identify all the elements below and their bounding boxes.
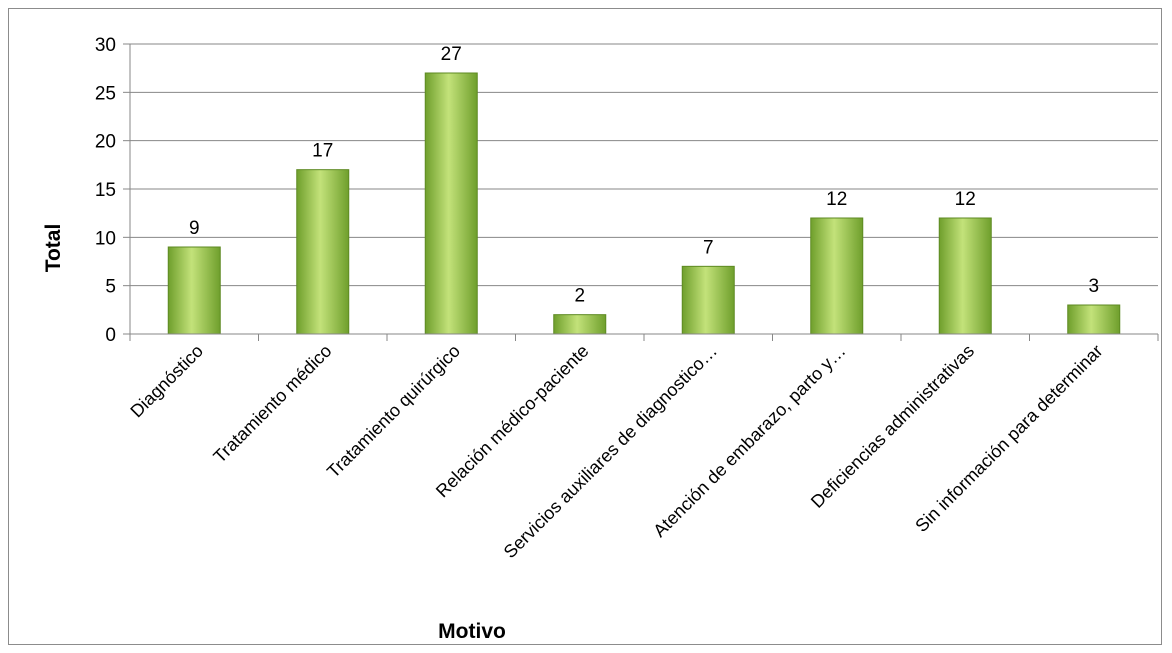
- x-tick-label: Diagnóstico: [126, 341, 207, 422]
- y-tick-labels: 0 5 10 15 20 25 30: [95, 35, 116, 346]
- x-tick-label: Relación médico-paciente: [432, 341, 593, 502]
- x-tick-labels: Diagnóstico Tratamiento médicoTratamiento…: [126, 341, 1106, 562]
- y-tick-label: 15: [95, 180, 116, 201]
- bar-2: [424, 72, 478, 335]
- bar-1: [296, 169, 350, 335]
- data-label: 17: [312, 141, 333, 162]
- y-tick-label: 30: [95, 35, 116, 56]
- data-label: 12: [826, 189, 847, 210]
- bar-7: [1067, 304, 1121, 335]
- bars: [167, 72, 1121, 335]
- data-label: 2: [574, 286, 585, 307]
- data-label: 3: [1088, 276, 1099, 297]
- data-label: 7: [703, 237, 714, 258]
- x-axis-title: Motivo: [438, 620, 506, 643]
- bar-0: [167, 246, 221, 335]
- bar-5: [810, 217, 864, 335]
- x-tick-label: Tratamiento quirúrgico: [323, 341, 464, 482]
- x-tick-label: Tratamiento médico: [209, 341, 335, 467]
- axes: [123, 43, 1159, 341]
- bar-6: [938, 217, 992, 335]
- data-label: 27: [441, 44, 462, 65]
- y-tick-label: 20: [95, 132, 116, 153]
- bar-3: [553, 314, 607, 335]
- y-axis-title: Total: [42, 224, 65, 273]
- y-tick-label: 5: [105, 277, 116, 298]
- data-label: 12: [955, 189, 976, 210]
- gridlines: [130, 43, 1158, 287]
- x-tick-label: Servicios auxiliares de diagnostico…: [500, 341, 721, 562]
- data-label: 9: [189, 218, 200, 239]
- bar-4: [681, 265, 735, 335]
- y-tick-label: 0: [105, 325, 116, 346]
- y-tick-label: 10: [95, 228, 116, 249]
- y-tick-label: 25: [95, 83, 116, 104]
